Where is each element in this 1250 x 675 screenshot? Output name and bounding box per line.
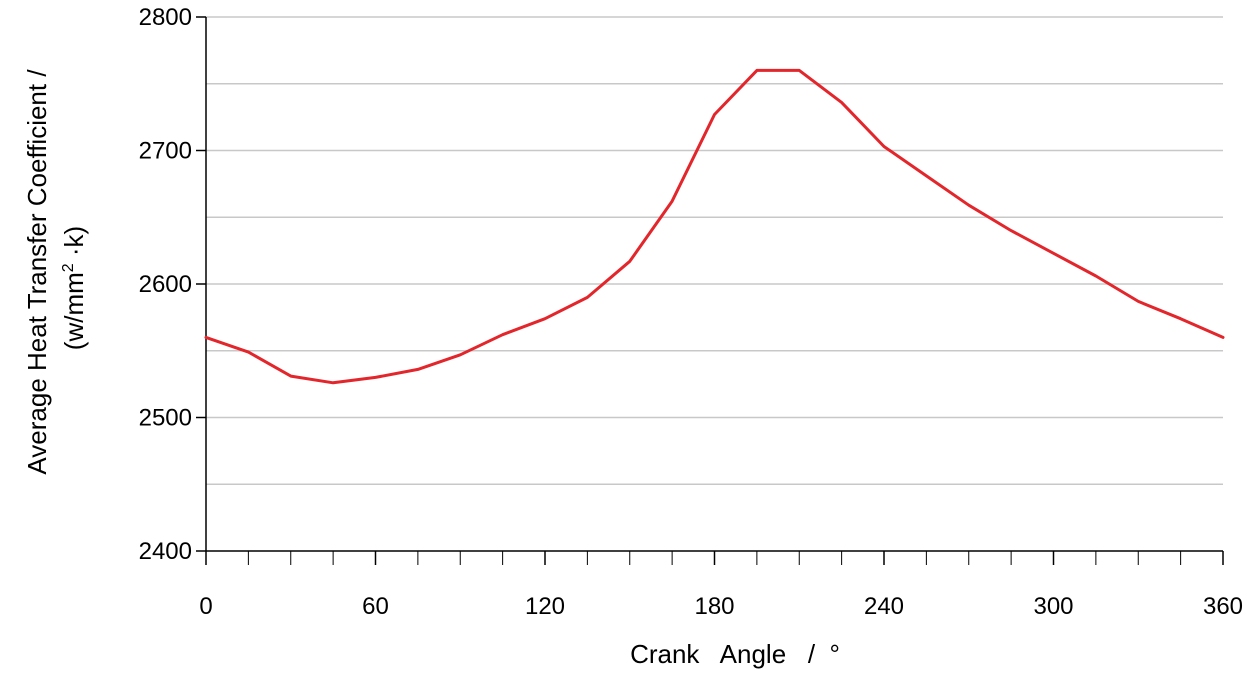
x-axis-title: Crank Angle / ° — [630, 639, 840, 669]
y-axis-unit-pre: (w/mm — [59, 272, 89, 350]
x-tick-label: 0 — [199, 593, 212, 620]
y-tick-label: 2700 — [139, 138, 192, 165]
series-line — [204, 68, 1225, 385]
y-axis-title-line2: (w/mm2 ·k) — [59, 226, 89, 350]
tick-labels: 2400 2500 2600 2700 2800 0 60 120 180 240 300 360 — [139, 4, 1243, 620]
x-tick-label: 360 — [1203, 593, 1243, 620]
gridlines — [206, 16, 1223, 485]
y-axis-unit-post: ·k) — [59, 226, 89, 264]
series-layer — [204, 68, 1225, 385]
y-axis-title-line1: Average Heat Transfer Coefficient / — [22, 69, 52, 475]
axis-ticks — [196, 16, 1224, 565]
y-tick-label: 2800 — [139, 4, 192, 31]
y-tick-label: 2500 — [139, 405, 192, 432]
y-tick-label: 2600 — [139, 271, 192, 298]
x-tick-label: 240 — [864, 593, 904, 620]
x-tick-label: 120 — [525, 593, 565, 620]
x-tick-label: 300 — [1033, 593, 1073, 620]
x-tick-label: 60 — [362, 593, 389, 620]
y-axis-unit-sup: 2 — [60, 263, 77, 272]
x-tick-label: 180 — [694, 593, 734, 620]
y-tick-label: 2400 — [139, 538, 192, 565]
